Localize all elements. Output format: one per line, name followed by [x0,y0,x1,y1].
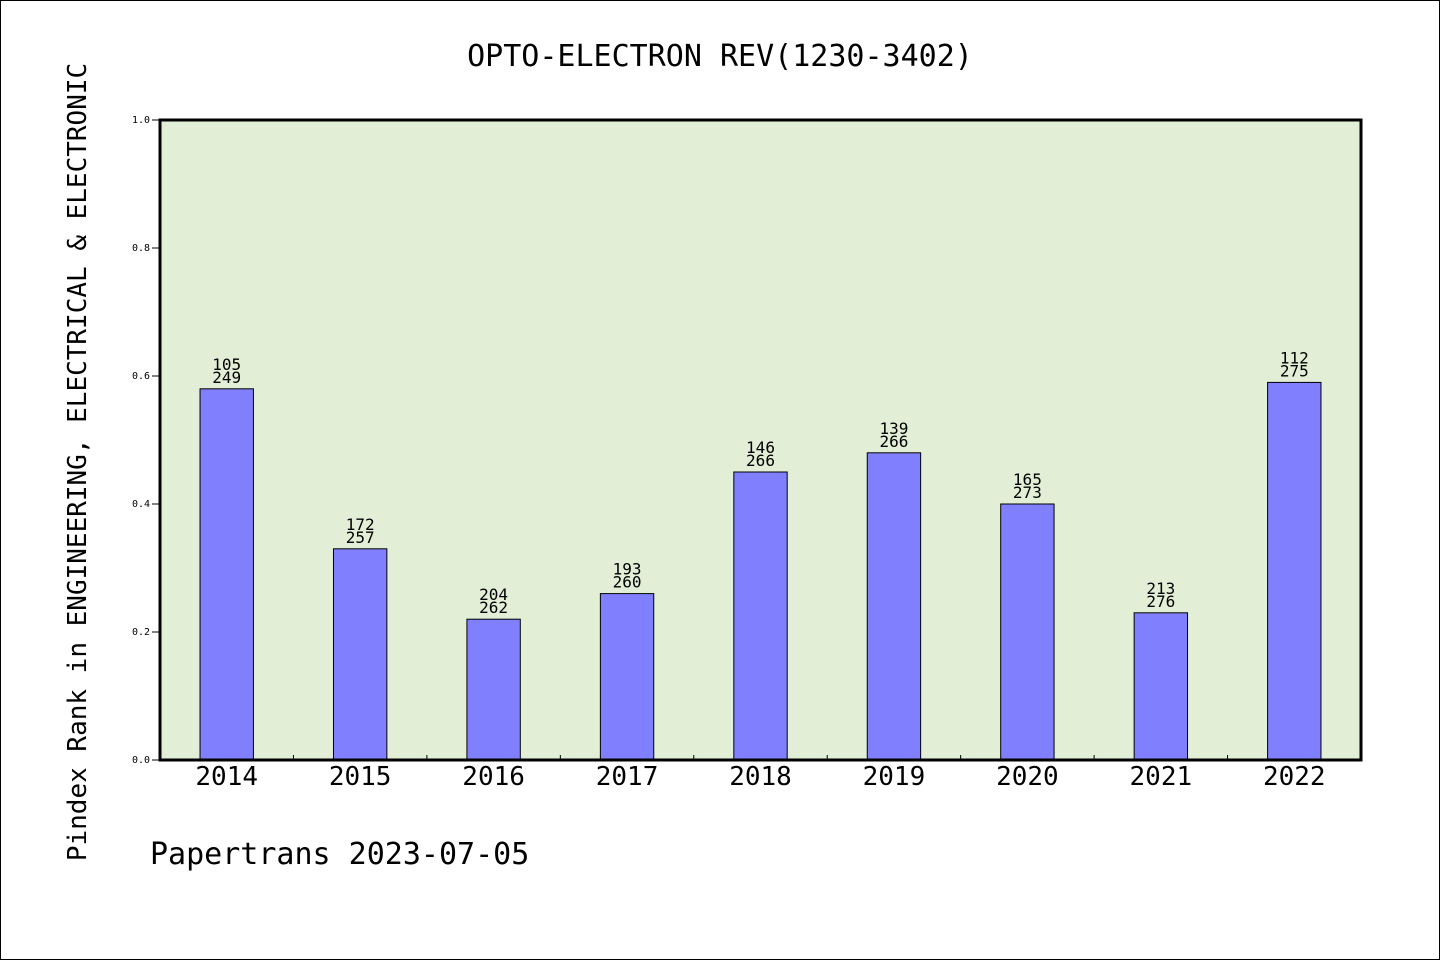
bar-total-label: 260 [613,573,642,592]
bar-total-label: 257 [346,528,375,547]
bar-rank-label: 213 [1146,579,1175,598]
x-tick-label: 2022 [1263,762,1326,792]
bar-total-label: 275 [1280,361,1309,380]
y-tick-label: 0.8 [132,243,150,254]
bar-series: 1052491722572042621932601462661392661652… [199,348,1322,761]
footer-credit: Papertrans 2023-07-05 [150,837,529,872]
y-tick-label: 0.4 [132,499,150,510]
bar-rank-label: 204 [479,585,508,604]
bar-total-label: 262 [479,598,508,617]
y-tick-label: 1.0 [132,115,150,126]
y-axis: 0.0 0.2 0.4 0.6 0.8 1.0 [132,115,160,766]
bar-total-label: 276 [1146,592,1175,611]
bar-total-label: 266 [879,432,908,451]
bar-total-label: 249 [212,368,241,387]
bar-2017 [599,593,655,761]
bar-2021 [1133,612,1189,761]
bar-total-label: 273 [1013,483,1042,502]
y-axis-label: Pindex Rank in ENGINEERING, ELECTRICAL &… [63,63,93,861]
x-tick-label: 2014 [195,762,258,792]
bar-2018 [733,471,788,761]
x-tick-label: 2017 [596,762,659,792]
bar-2016 [466,618,521,761]
x-tick-label: 2019 [863,762,926,792]
bar-rank-label: 165 [1013,470,1042,489]
x-tick-label: 2018 [729,762,792,792]
bar-rank-label: 172 [346,515,375,534]
bar-rank-label: 112 [1280,348,1309,367]
bar-2022 [1267,381,1322,761]
bar-rank-label: 105 [212,355,241,374]
bar-2015 [332,548,388,761]
x-tick-label: 2021 [1130,762,1193,792]
bar-2014 [199,388,254,761]
y-tick-label: 0.0 [132,755,150,766]
y-tick-label: 0.2 [132,627,150,638]
bar-rank-label: 146 [746,438,775,457]
x-tick-label: 2016 [462,762,525,792]
bar-total-label: 266 [746,451,775,470]
y-tick-label: 0.6 [132,371,150,382]
plot-border [158,118,1363,762]
x-tick-label: 2015 [329,762,392,792]
bar-2020 [1000,503,1055,761]
x-axis: 2014 2015 2016 2017 2018 2019 2020 2021 2022 [195,755,1326,792]
chart-title: OPTO-ELECTRON REV(1230-3402) [467,39,973,74]
bar-rank-label: 139 [879,419,908,438]
bar-2019 [866,452,922,761]
x-tick-label: 2020 [996,762,1059,792]
bar-rank-label: 193 [613,560,642,579]
